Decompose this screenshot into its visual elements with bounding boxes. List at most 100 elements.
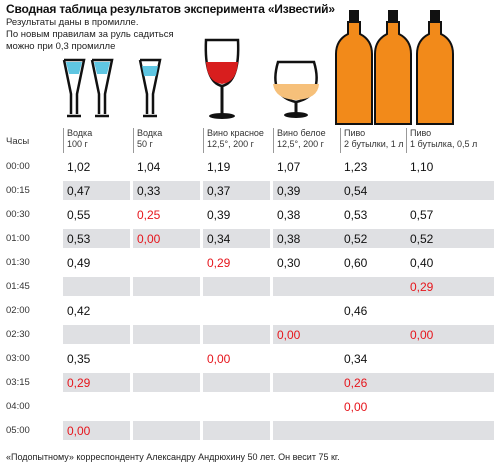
cell-background (406, 181, 494, 200)
table-cell-value: 0,35 (67, 352, 91, 366)
column-name: Водка (137, 128, 163, 138)
cell-background (340, 421, 407, 440)
cell-background (340, 229, 407, 248)
table-cell-value: 0,60 (344, 256, 368, 270)
table-cell-value: 0,46 (344, 304, 368, 318)
table-cell-value (340, 421, 344, 440)
column-name: Вино красное (207, 128, 264, 138)
cell-background (203, 301, 270, 320)
table-cell-value (273, 397, 277, 416)
cell-background (133, 421, 200, 440)
beer-bottle-icon (416, 10, 454, 125)
table-cell-value: 0,40 (410, 256, 434, 270)
cell-background (340, 373, 407, 392)
row-time: 01:00 (6, 233, 30, 244)
table-cell-value (203, 277, 207, 296)
row-time: 05:00 (6, 425, 30, 436)
table-cell-value (406, 397, 410, 416)
table-cell-value: 0,42 (67, 304, 91, 318)
table-cell-value: 0,49 (67, 256, 91, 270)
column-name: Пиво (344, 128, 366, 138)
row-time: 04:00 (6, 401, 30, 412)
table-cell-value: 0,34 (207, 232, 231, 246)
cell-background (340, 277, 407, 296)
table-cell-value: 0,39 (207, 208, 231, 222)
column-header-beer-2: Пиво 2 бутылки, 1 л (340, 128, 414, 153)
table-cell-value: 0,52 (410, 232, 434, 246)
table-cell-value (406, 373, 410, 392)
table-cell-value (203, 373, 207, 392)
footer-note: «Подопытному» корреспонденту Александру … (6, 452, 340, 462)
table-cell-value: 0,29 (67, 376, 91, 390)
table-cell-value (63, 325, 67, 344)
cell-background (406, 229, 494, 248)
table-cell-value (133, 373, 137, 392)
table-cell-value: 0,34 (344, 352, 368, 366)
cell-background (406, 277, 494, 296)
cell-background (273, 325, 340, 344)
cell-background (133, 181, 200, 200)
cell-background (63, 277, 130, 296)
table-row: 01:30 0,49 0,29 0,30 0,60 0,40 (0, 253, 500, 272)
table-row: 01:45 0,29 (0, 277, 500, 296)
column-header-white-wine: Вино белое 12,5°, 200 г (273, 128, 347, 153)
cell-background (273, 277, 340, 296)
red-wine-glass-icon (204, 38, 240, 119)
table-cell-value: 0,00 (67, 424, 91, 438)
cell-background (63, 373, 130, 392)
column-detail: 12,5°, 200 г (207, 139, 254, 149)
table-cell-value (340, 277, 344, 296)
cell-background (273, 397, 340, 416)
table-cell-value (133, 301, 137, 320)
table-cell-value: 0,37 (207, 184, 231, 198)
cell-background (203, 421, 270, 440)
cell-background (133, 229, 200, 248)
table-cell-value (406, 421, 410, 440)
cell-background (203, 181, 270, 200)
table-row: 00:00 1,02 1,04 1,19 1,07 1,23 1,10 (0, 157, 500, 176)
table-row: 03:00 0,35 0,00 0,34 (0, 349, 500, 368)
subtitle-line-1: Результаты даны в промилле. (6, 17, 139, 28)
beer-bottle-icon (374, 10, 412, 125)
table-cell-value: 0,47 (67, 184, 91, 198)
subtitle-line-3: можно при 0,3 промилле (6, 41, 116, 52)
table-cell-value (133, 325, 137, 344)
cell-background (406, 349, 494, 368)
cell-background (63, 229, 130, 248)
table-cell-value: 0,52 (344, 232, 368, 246)
cell-background (203, 325, 270, 344)
table-row: 01:00 0,53 0,00 0,34 0,38 0,52 0,52 (0, 229, 500, 248)
cell-background (63, 421, 130, 440)
table-cell-value: 1,02 (67, 160, 91, 174)
cell-background (406, 373, 494, 392)
cell-background (133, 397, 200, 416)
row-time: 03:00 (6, 353, 30, 364)
table-cell-value: 0,00 (410, 328, 434, 342)
row-time: 00:00 (6, 161, 30, 172)
table-row: 04:00 0,00 (0, 397, 500, 416)
table-row: 00:30 0,55 0,25 0,39 0,38 0,53 0,57 (0, 205, 500, 224)
cell-background (273, 301, 340, 320)
vodka-glass-icon (62, 58, 86, 118)
column-name: Вино белое (277, 128, 326, 138)
table-cell-value (63, 277, 67, 296)
table-cell-value: 1,07 (277, 160, 301, 174)
page-title: Сводная таблица результатов эксперимента… (6, 2, 335, 16)
table-row: 02:00 0,42 0,46 (0, 301, 500, 320)
cell-background (203, 397, 270, 416)
table-cell-value: 0,29 (410, 280, 434, 294)
cell-background (203, 277, 270, 296)
table-row: 03:15 0,29 0,26 (0, 373, 500, 392)
table-cell-value: 1,04 (137, 160, 161, 174)
drink-icons (62, 10, 454, 125)
table-cell-value (273, 373, 277, 392)
table-cell-value: 0,53 (67, 232, 91, 246)
table-cell-value (133, 397, 137, 416)
vodka-glass-icon (90, 58, 114, 118)
table-cell-value (203, 301, 207, 320)
table-cell-value: 1,10 (410, 160, 434, 174)
subtitle-line-2: По новым правилам за руль садиться (6, 29, 174, 40)
table-cell-value: 0,38 (277, 208, 301, 222)
row-time: 01:30 (6, 257, 30, 268)
cell-background (406, 325, 494, 344)
